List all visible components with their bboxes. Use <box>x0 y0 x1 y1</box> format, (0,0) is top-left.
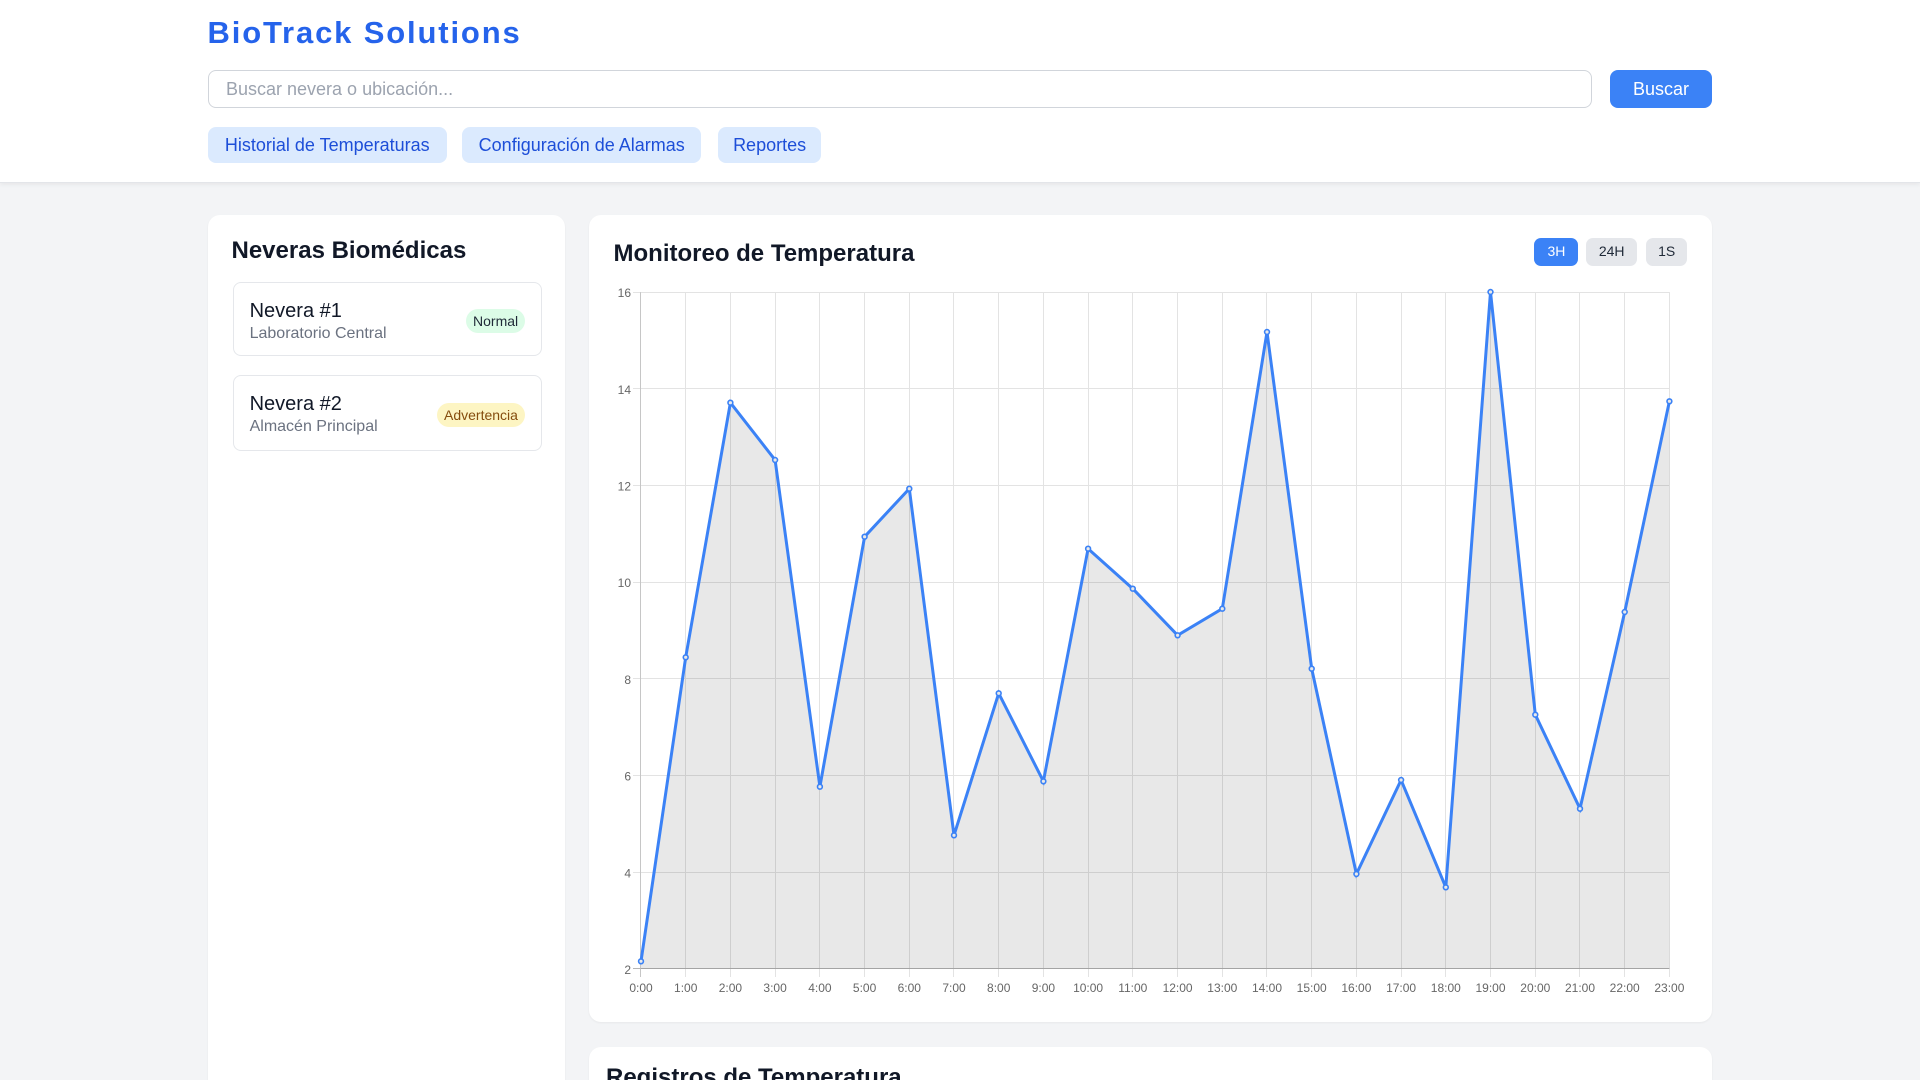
svg-text:14: 14 <box>618 383 632 397</box>
svg-text:10:00: 10:00 <box>1073 981 1103 995</box>
svg-text:12:00: 12:00 <box>1163 981 1193 995</box>
svg-text:0:00: 0:00 <box>629 981 653 995</box>
svg-text:2: 2 <box>624 963 631 977</box>
svg-text:21:00: 21:00 <box>1565 981 1595 995</box>
svg-text:18:00: 18:00 <box>1431 981 1461 995</box>
svg-text:16: 16 <box>618 286 632 300</box>
svg-text:8: 8 <box>624 673 631 687</box>
svg-text:11:00: 11:00 <box>1118 981 1147 995</box>
svg-text:14:00: 14:00 <box>1252 981 1282 995</box>
svg-text:20:00: 20:00 <box>1520 981 1550 995</box>
svg-text:23:00: 23:00 <box>1654 981 1684 995</box>
svg-text:5:00: 5:00 <box>853 981 877 995</box>
svg-text:19:00: 19:00 <box>1475 981 1505 995</box>
svg-text:16:00: 16:00 <box>1341 981 1371 995</box>
svg-text:10: 10 <box>618 576 632 590</box>
svg-text:17:00: 17:00 <box>1386 981 1416 995</box>
svg-text:22:00: 22:00 <box>1610 981 1640 995</box>
svg-text:4:00: 4:00 <box>808 981 832 995</box>
svg-text:2:00: 2:00 <box>719 981 743 995</box>
svg-text:12: 12 <box>618 480 632 494</box>
svg-text:8:00: 8:00 <box>987 981 1011 995</box>
svg-text:6: 6 <box>624 770 631 784</box>
svg-text:3:00: 3:00 <box>763 981 787 995</box>
svg-text:15:00: 15:00 <box>1297 981 1327 995</box>
svg-text:6:00: 6:00 <box>898 981 922 995</box>
svg-text:1:00: 1:00 <box>674 981 698 995</box>
svg-text:9:00: 9:00 <box>1032 981 1056 995</box>
svg-text:7:00: 7:00 <box>942 981 966 995</box>
svg-text:4: 4 <box>624 866 631 880</box>
svg-text:13:00: 13:00 <box>1207 981 1237 995</box>
